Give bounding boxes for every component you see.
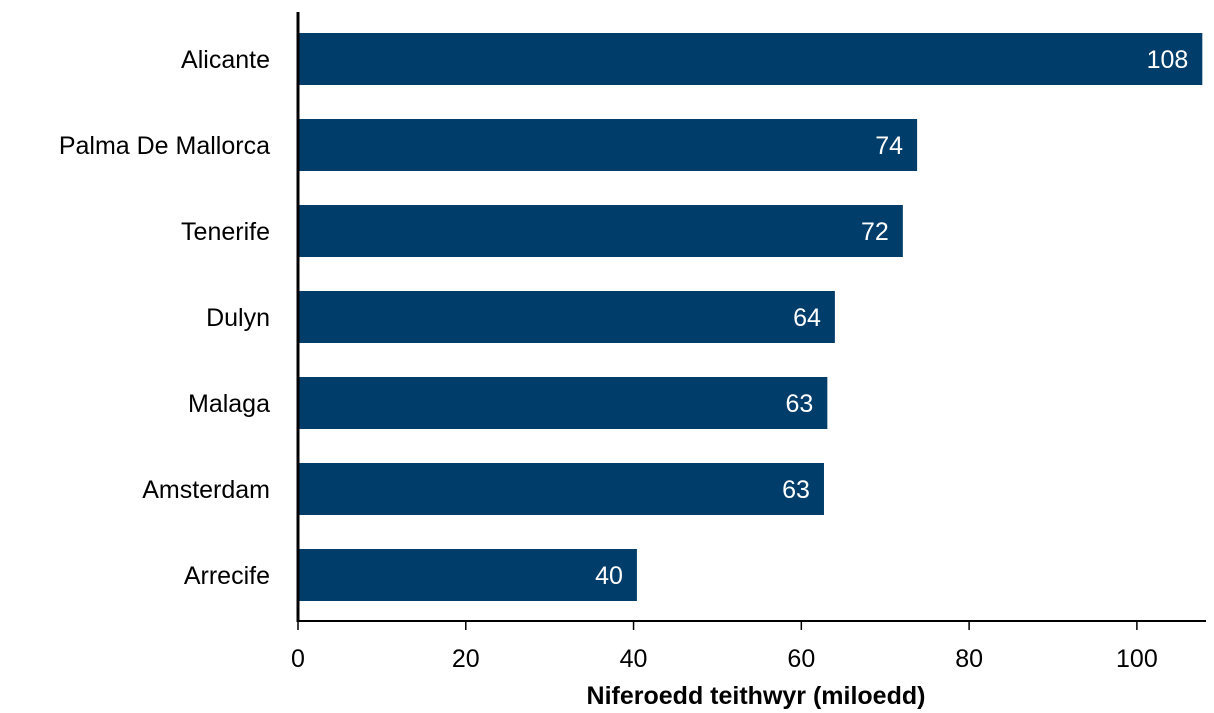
x-tick-label: 40	[620, 645, 648, 673]
category-label: Palma De Mallorca	[59, 132, 270, 160]
x-ticks: 0 20 40 60 80 100	[291, 621, 1158, 673]
bar-4	[298, 377, 828, 429]
x-axis-title: Niferoedd teithwyr (miloedd)	[587, 682, 926, 710]
x-tick-label: 0	[291, 645, 305, 673]
bar-2	[298, 205, 903, 257]
value-label: 72	[861, 218, 889, 246]
value-label: 64	[793, 304, 821, 332]
category-label: Amsterdam	[142, 476, 270, 504]
x-tick-label: 60	[787, 645, 815, 673]
value-label: 63	[782, 476, 810, 504]
category-label: Tenerife	[181, 218, 270, 246]
value-label: 40	[595, 562, 623, 590]
bar-1	[298, 119, 918, 171]
value-labels: 108 74 72 64 63 63 40	[595, 46, 1188, 590]
x-tick-label: 80	[955, 645, 983, 673]
value-label: 108	[1147, 46, 1189, 74]
bar-5	[298, 463, 824, 515]
bar-3	[298, 291, 835, 343]
bars-group	[298, 33, 1203, 601]
category-label: Arrecife	[184, 562, 270, 590]
category-labels: Alicante Palma De Mallorca Tenerife Dulyn Ma…	[59, 46, 270, 590]
value-label: 74	[875, 132, 903, 160]
bar-6	[298, 549, 637, 601]
axes-group	[296, 12, 1206, 622]
category-label: Alicante	[181, 46, 270, 74]
category-label: Malaga	[188, 390, 270, 418]
bar-0	[298, 33, 1203, 85]
category-label: Dulyn	[206, 304, 270, 332]
x-tick-label: 20	[452, 645, 480, 673]
value-label: 63	[786, 390, 814, 418]
x-tick-label: 100	[1116, 645, 1158, 673]
